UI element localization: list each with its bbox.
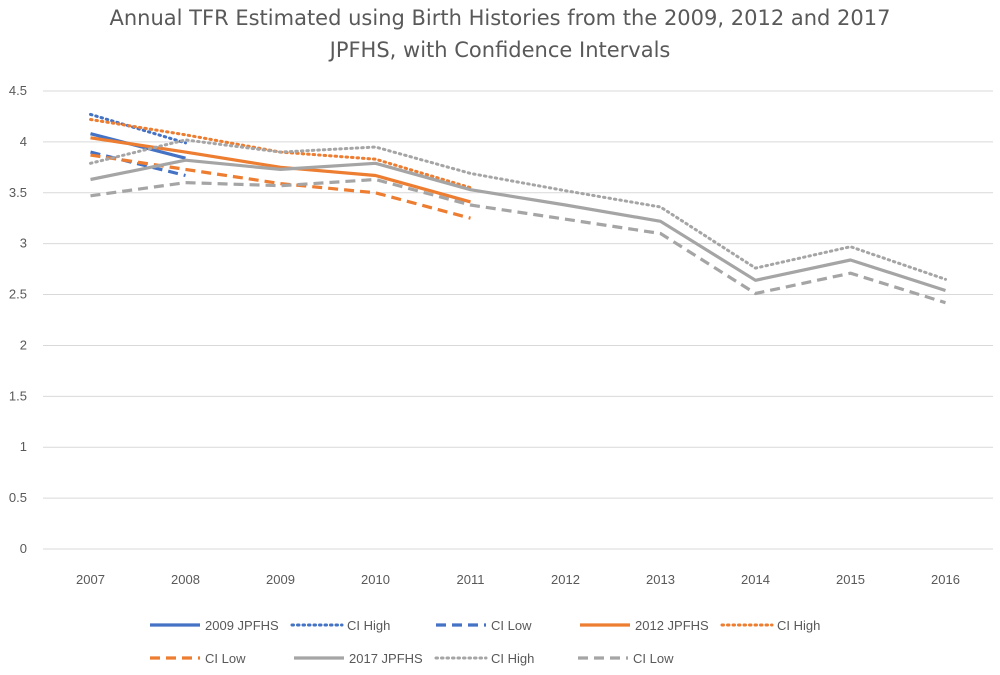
legend-item: 2012 JPFHS — [580, 618, 709, 633]
gridlines — [43, 90, 993, 550]
series-line — [90, 177, 946, 305]
legend-item: CI High — [720, 618, 820, 633]
legend-item: CI High — [290, 618, 390, 633]
y-tick-label: 3 — [20, 236, 27, 251]
y-tick-label: 2.5 — [9, 287, 27, 302]
y-tick-label: 0 — [20, 541, 27, 556]
series-path — [89, 138, 947, 281]
y-tick-label: 1 — [20, 439, 27, 454]
x-tick-label: 2010 — [361, 572, 390, 587]
x-tick-label: 2012 — [551, 572, 580, 587]
legend-label: CI High — [347, 618, 390, 633]
y-tick-label: 1.5 — [9, 388, 27, 403]
legend-label: CI High — [777, 618, 820, 633]
y-tick-label: 4 — [20, 134, 27, 149]
y-tick-label: 3.5 — [9, 185, 27, 200]
legend-label: CI Low — [491, 618, 532, 633]
x-tick-label: 2009 — [266, 572, 295, 587]
legend-item: CI Low — [150, 651, 246, 666]
x-tick-label: 2015 — [836, 572, 865, 587]
series-line — [90, 153, 471, 220]
series-line — [89, 112, 187, 145]
series-line — [89, 138, 947, 281]
x-tick-label: 2016 — [931, 572, 960, 587]
series-path — [89, 118, 472, 190]
series-path — [89, 112, 187, 145]
y-tick-label: 4.5 — [9, 83, 27, 98]
plot-area — [89, 112, 947, 305]
series-path — [90, 177, 946, 305]
x-axis-ticks: 2007 2008 2009 2010 2011 2012 2013 2014 2015 2016 — [76, 572, 960, 587]
legend-item: 2009 JPFHS — [150, 618, 279, 633]
legend-item: CI High — [434, 651, 534, 666]
legend-label: CI High — [491, 651, 534, 666]
y-axis-ticks: 0 0.5 1 1.5 2 2.5 3 3.5 4 4.5 — [9, 83, 27, 556]
y-tick-label: 0.5 — [9, 490, 27, 505]
legend: 2009 JPFHS CI High CI Low 2012 JPFHS CI High… — [150, 618, 820, 666]
x-tick-label: 2007 — [76, 572, 105, 587]
legend-label: CI Low — [633, 651, 674, 666]
legend-item: 2017 JPFHS — [294, 651, 423, 666]
legend-item: CI Low — [578, 651, 674, 666]
series-line — [90, 158, 946, 293]
legend-item: CI Low — [436, 618, 532, 633]
series-path — [90, 153, 471, 220]
y-tick-label: 2 — [20, 337, 27, 352]
legend-label: 2017 JPFHS — [349, 651, 423, 666]
x-tick-label: 2013 — [646, 572, 675, 587]
legend-label: CI Low — [205, 651, 246, 666]
series-path — [90, 158, 946, 293]
x-tick-label: 2008 — [171, 572, 200, 587]
legend-label: 2009 JPFHS — [205, 618, 279, 633]
x-tick-label: 2011 — [457, 572, 485, 587]
x-tick-label: 2014 — [741, 572, 770, 587]
legend-label: 2012 JPFHS — [635, 618, 709, 633]
chart-title-line-2: JPFHS, with Confidence Intervals — [328, 38, 671, 62]
chart-title-line-1: Annual TFR Estimated using Birth Histori… — [110, 6, 891, 30]
